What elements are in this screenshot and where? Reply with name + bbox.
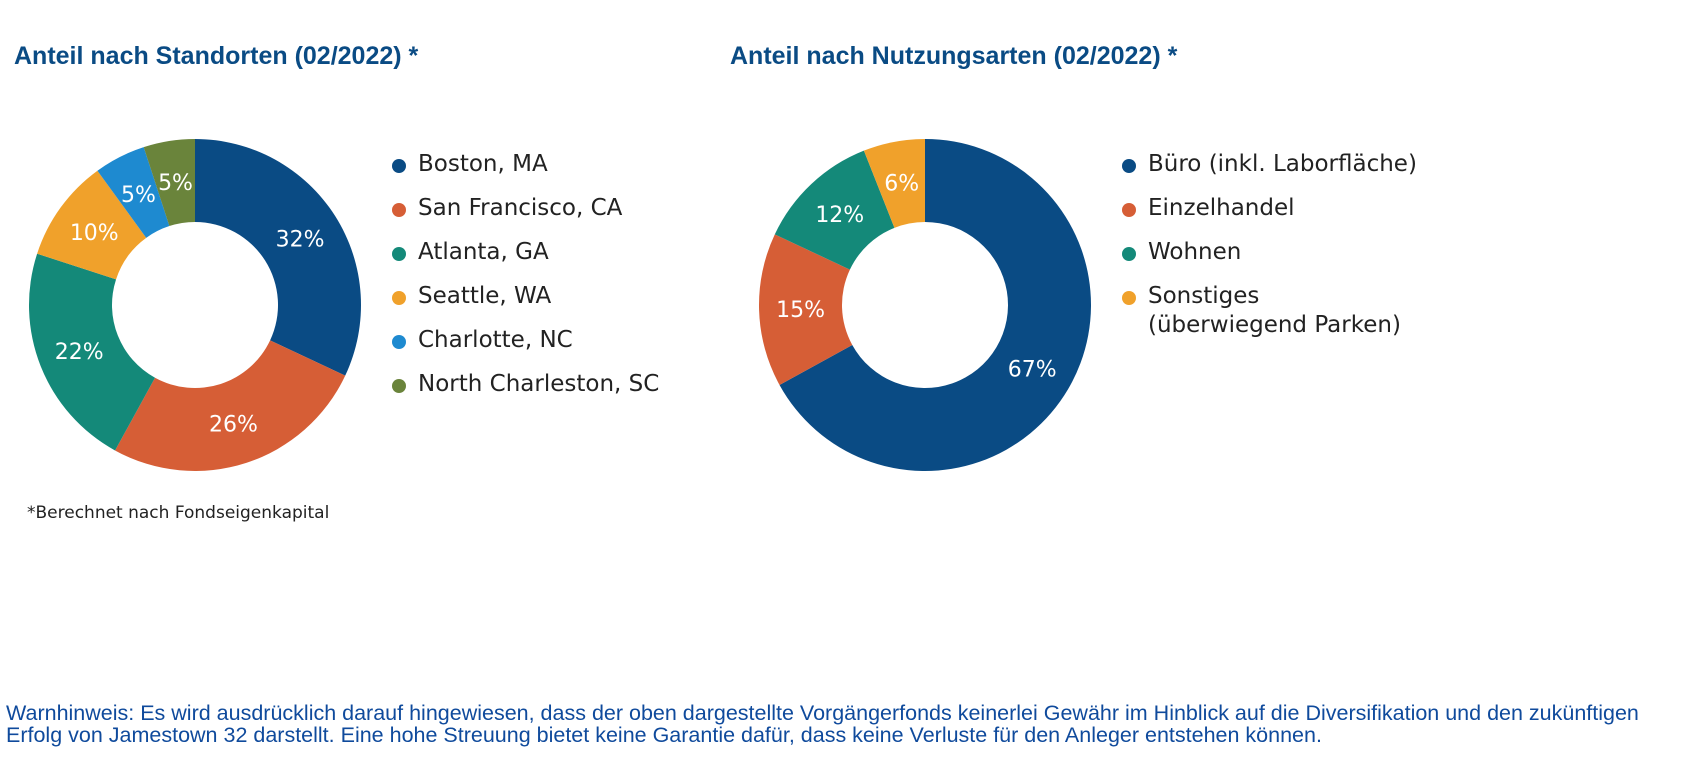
legend-dot-icon [1122, 291, 1136, 305]
legend-item: Atlanta, GA [392, 238, 659, 267]
slice-value-label: 32% [276, 227, 325, 252]
slice-value-label: 22% [55, 340, 104, 365]
legend-label: (überwiegend Parken) [1148, 312, 1401, 338]
donut-slice [759, 234, 853, 385]
legend-nutzungsarten: Büro (inkl. Laborfläche) Einzelhandel Wohn… [1122, 150, 1417, 355]
donut-slice [115, 340, 346, 471]
legend-item: San Francisco, CA [392, 194, 659, 223]
legend-item: Einzelhandel [1122, 194, 1417, 223]
legend-item: Sonstiges (überwiegend Parken) [1122, 282, 1417, 340]
legend-item: Boston, MA [392, 150, 659, 179]
legend-dot-icon [1122, 203, 1136, 217]
donut-slice [195, 139, 361, 376]
legend-label: Boston, MA [418, 151, 548, 177]
legend-dot-icon [392, 247, 406, 261]
legend-dot-icon [392, 291, 406, 305]
legend-label: San Francisco, CA [418, 195, 623, 221]
legend-label: Sonstiges [1148, 283, 1260, 309]
donut-slice [143, 139, 195, 227]
legend-dot-icon [392, 203, 406, 217]
slice-value-label: 5% [158, 171, 193, 196]
legend-item: Wohnen [1122, 238, 1417, 267]
legend-label: Büro (inkl. Laborfläche) [1148, 151, 1417, 177]
donut-chart-nutzungsarten: 67% 15% 12% 6% [759, 139, 1091, 471]
donut-slice [774, 150, 895, 270]
slice-value-label: 15% [776, 298, 825, 323]
legend-dot-icon [392, 335, 406, 349]
legend-label: Seattle, WA [418, 283, 552, 309]
legend-label: Wohnen [1148, 239, 1242, 265]
legend-label: Atlanta, GA [418, 239, 549, 265]
slice-value-label: 12% [815, 203, 864, 228]
legend-standorte: Boston, MA San Francisco, CA Atlanta, GA Se… [392, 150, 659, 414]
legend-item: North Charleston, SC [392, 370, 659, 399]
legend-dot-icon [1122, 247, 1136, 261]
footnote: *Berechnet nach Fondseigenkapital [27, 503, 330, 523]
donut-slice [37, 170, 147, 280]
legend-label: Einzelhandel [1148, 195, 1295, 221]
legend-item: Seattle, WA [392, 282, 659, 311]
legend-dot-icon [1122, 159, 1136, 173]
legend-item: Büro (inkl. Laborfläche) [1122, 150, 1417, 179]
legend-dot-icon [392, 379, 406, 393]
warning-text: Warnhinweis: Es wird ausdrücklich darauf… [6, 701, 1639, 747]
slice-value-label: 26% [209, 412, 258, 437]
legend-dot-icon [392, 159, 406, 173]
slice-value-label: 6% [884, 172, 919, 197]
donut-chart-standorte: 32%26%22%10%5% 5% [29, 139, 361, 471]
legend-label: North Charleston, SC [418, 371, 660, 397]
chart-2-title: Anteil nach Nutzungsarten (02/2022) * [730, 42, 1178, 70]
donut-slice [29, 253, 156, 451]
legend-item: Charlotte, NC [392, 326, 659, 355]
donut-slice [779, 139, 1091, 471]
slice-value-label: 10% [70, 221, 119, 246]
legend-label: Charlotte, NC [418, 327, 573, 353]
slice-value-label: 5% [121, 183, 156, 208]
chart-1-title: Anteil nach Standorten (02/2022) * [14, 42, 419, 70]
donut-slice [97, 147, 170, 238]
slice-value-label: 67% [1008, 357, 1057, 382]
donut-slice [863, 139, 925, 228]
